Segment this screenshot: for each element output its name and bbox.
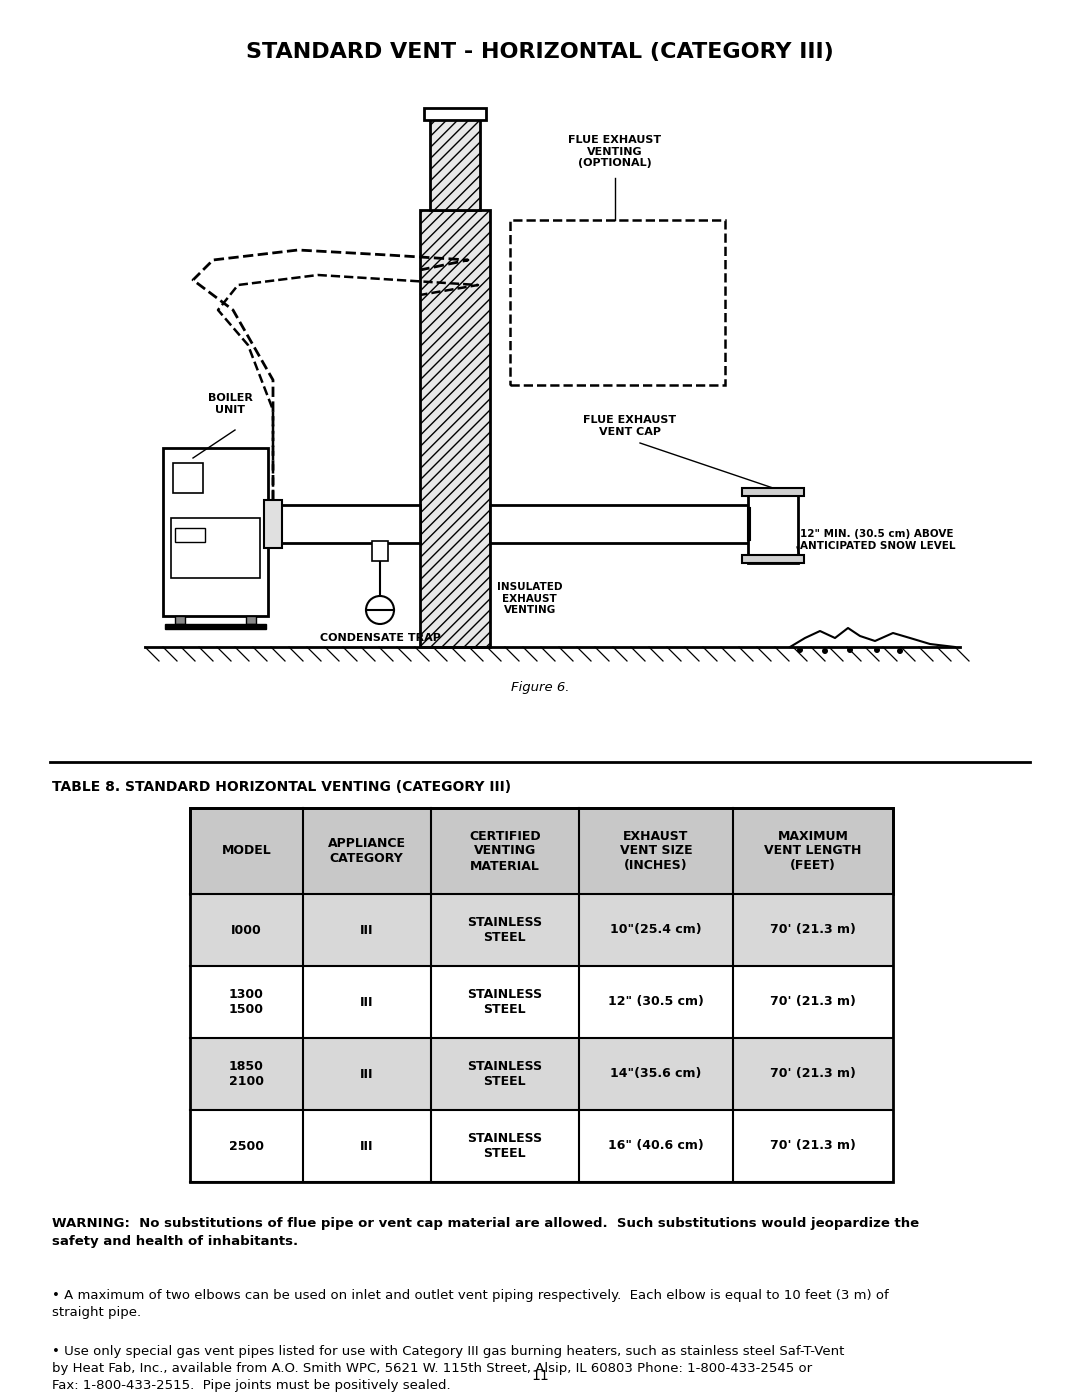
Text: 12" MIN. (30.5 cm) ABOVE
ANTICIPATED SNOW LEVEL: 12" MIN. (30.5 cm) ABOVE ANTICIPATED SNO… bbox=[800, 529, 956, 550]
Bar bbox=[175, 616, 185, 624]
Bar bbox=[430, 117, 480, 210]
Text: MAXIMUM
VENT LENGTH
(FEET): MAXIMUM VENT LENGTH (FEET) bbox=[765, 830, 862, 873]
Circle shape bbox=[797, 647, 804, 652]
Text: CONDENSATE TRAP: CONDENSATE TRAP bbox=[320, 633, 441, 643]
Bar bbox=[190, 1038, 893, 1111]
Circle shape bbox=[897, 648, 903, 654]
Bar bbox=[190, 807, 893, 894]
Text: BOILER
UNIT: BOILER UNIT bbox=[207, 394, 253, 415]
Bar bbox=[742, 555, 804, 563]
Text: APPLIANCE
CATEGORY: APPLIANCE CATEGORY bbox=[327, 837, 406, 865]
Bar bbox=[424, 108, 486, 120]
Bar bbox=[742, 488, 804, 496]
Text: WARNING:  No substitutions of flue pipe or vent cap material are allowed.  Such : WARNING: No substitutions of flue pipe o… bbox=[52, 1217, 919, 1248]
Circle shape bbox=[822, 648, 828, 654]
Circle shape bbox=[847, 647, 853, 652]
Text: 70' (21.3 m): 70' (21.3 m) bbox=[770, 1067, 856, 1080]
Text: 1300
1500: 1300 1500 bbox=[229, 988, 264, 1016]
Text: STAINLESS
STEEL: STAINLESS STEEL bbox=[468, 916, 542, 944]
Bar bbox=[510, 219, 725, 386]
Text: III: III bbox=[360, 923, 374, 936]
Circle shape bbox=[366, 597, 394, 624]
Text: TABLE 8. STANDARD HORIZONTAL VENTING (CATEGORY III): TABLE 8. STANDARD HORIZONTAL VENTING (CA… bbox=[52, 780, 511, 793]
Bar bbox=[190, 965, 893, 1038]
Text: 11: 11 bbox=[531, 1369, 549, 1383]
Bar bbox=[175, 528, 205, 542]
Text: STANDARD VENT - HORIZONTAL (CATEGORY III): STANDARD VENT - HORIZONTAL (CATEGORY III… bbox=[246, 42, 834, 61]
Text: • A maximum of two elbows can be used on inlet and outlet vent piping respective: • A maximum of two elbows can be used on… bbox=[52, 1289, 889, 1319]
Bar bbox=[748, 509, 750, 541]
Text: STAINLESS
STEEL: STAINLESS STEEL bbox=[468, 1060, 542, 1088]
Text: 70' (21.3 m): 70' (21.3 m) bbox=[770, 923, 856, 936]
Bar bbox=[372, 541, 388, 562]
Text: STAINLESS
STEEL: STAINLESS STEEL bbox=[468, 1132, 542, 1160]
Bar bbox=[165, 624, 266, 629]
Text: CERTIFIED
VENTING
MATERIAL: CERTIFIED VENTING MATERIAL bbox=[469, 830, 541, 873]
Bar bbox=[190, 1111, 893, 1182]
Text: FLUE EXHAUST
VENT CAP: FLUE EXHAUST VENT CAP bbox=[583, 415, 676, 437]
Text: 2500: 2500 bbox=[229, 1140, 264, 1153]
Bar bbox=[171, 518, 260, 578]
Bar bbox=[190, 807, 893, 1182]
Bar bbox=[264, 500, 282, 548]
Bar bbox=[190, 894, 893, 965]
Text: 10"(25.4 cm): 10"(25.4 cm) bbox=[610, 923, 702, 936]
Bar bbox=[268, 504, 420, 543]
Text: III: III bbox=[360, 1067, 374, 1080]
Bar bbox=[490, 504, 750, 543]
Text: 14"(35.6 cm): 14"(35.6 cm) bbox=[610, 1067, 702, 1080]
Bar bbox=[748, 488, 798, 563]
Text: • Use only special gas vent pipes listed for use with Category III gas burning h: • Use only special gas vent pipes listed… bbox=[52, 1345, 845, 1391]
Text: III: III bbox=[360, 1140, 374, 1153]
Circle shape bbox=[874, 647, 880, 652]
Bar bbox=[420, 210, 490, 647]
Text: MODEL: MODEL bbox=[221, 845, 271, 858]
Text: Figure 6.: Figure 6. bbox=[511, 682, 569, 694]
Text: FLUE EXHAUST
VENTING
(OPTIONAL): FLUE EXHAUST VENTING (OPTIONAL) bbox=[568, 136, 662, 168]
Text: 16" (40.6 cm): 16" (40.6 cm) bbox=[608, 1140, 704, 1153]
Text: 12" (30.5 cm): 12" (30.5 cm) bbox=[608, 996, 704, 1009]
Text: 70' (21.3 m): 70' (21.3 m) bbox=[770, 996, 856, 1009]
Bar bbox=[246, 616, 256, 624]
Text: 70' (21.3 m): 70' (21.3 m) bbox=[770, 1140, 856, 1153]
Bar bbox=[163, 448, 268, 616]
Text: I000: I000 bbox=[231, 923, 261, 936]
Text: STAINLESS
STEEL: STAINLESS STEEL bbox=[468, 988, 542, 1016]
Text: INSULATED
EXHAUST
VENTING: INSULATED EXHAUST VENTING bbox=[497, 583, 563, 615]
Bar bbox=[173, 462, 203, 493]
Text: III: III bbox=[360, 996, 374, 1009]
Text: 1850
2100: 1850 2100 bbox=[229, 1060, 264, 1088]
Text: EXHAUST
VENT SIZE
(INCHES): EXHAUST VENT SIZE (INCHES) bbox=[620, 830, 692, 873]
